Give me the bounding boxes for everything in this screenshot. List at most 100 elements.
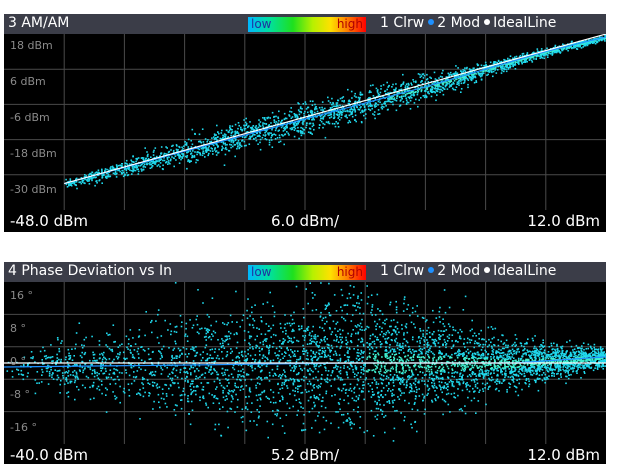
scatter-point <box>232 145 234 148</box>
scatter-point <box>440 388 442 391</box>
scatter-point <box>522 365 524 367</box>
scatter-point <box>106 168 108 171</box>
legend-trace2[interactable]: 2 Mod <box>437 263 481 279</box>
scatter-point <box>268 398 270 400</box>
scatter-point <box>554 45 556 48</box>
scatter-point <box>291 367 294 369</box>
scatter-point <box>190 365 192 367</box>
scatter-point <box>140 368 142 371</box>
scatter-point <box>440 356 442 358</box>
legend-trace2[interactable]: 2 Mod <box>437 15 481 31</box>
scatter-point <box>261 348 263 350</box>
scatter-point <box>426 339 428 341</box>
scatter-point <box>311 389 313 392</box>
scatter-point <box>466 66 468 69</box>
scatter-point <box>357 297 359 299</box>
scatter-point <box>415 350 418 353</box>
scatter-point <box>240 126 242 129</box>
scatter-point <box>563 369 565 372</box>
scatter-point <box>268 139 271 141</box>
scatter-point <box>222 322 224 324</box>
scatter-point <box>164 153 166 155</box>
scatter-point <box>445 344 447 346</box>
scatter-point <box>299 107 302 110</box>
scatter-point <box>512 376 514 378</box>
am-am-panel: 3 AM/AM low high 1 Clrw 2 Mod IdealLine 18… <box>4 14 606 232</box>
scatter-point <box>87 178 89 180</box>
scatter-point <box>573 367 576 369</box>
scatter-point <box>205 146 207 148</box>
scatter-point <box>438 310 441 313</box>
scatter-point <box>220 138 223 140</box>
scatter-point <box>83 344 85 347</box>
scatter-point <box>402 73 404 76</box>
scatter-point <box>348 99 351 102</box>
scatter-point <box>92 384 95 387</box>
scatter-point <box>351 365 353 368</box>
scatter-point <box>77 378 79 380</box>
scatter-point <box>173 409 176 411</box>
scatter-point <box>524 382 526 384</box>
scatter-point <box>250 378 253 381</box>
scatter-point <box>484 61 487 64</box>
scatter-point <box>68 182 71 184</box>
scatter-point <box>370 346 373 348</box>
scatter-point <box>51 374 53 376</box>
scatter-point <box>480 78 483 81</box>
scatter-point <box>102 172 105 175</box>
scatter-point <box>224 153 227 156</box>
scatter-point <box>205 404 208 406</box>
scatter-point <box>386 100 389 103</box>
scatter-point <box>433 384 436 387</box>
scatter-point <box>348 102 350 105</box>
scatter-point <box>477 400 480 402</box>
scatter-point <box>367 108 370 110</box>
scatter-point <box>248 143 251 145</box>
scatter-point <box>145 157 147 160</box>
legend-trace1[interactable]: 1 Clrw <box>380 15 425 31</box>
scatter-point <box>460 88 463 90</box>
scatter-point <box>471 74 473 76</box>
scatter-point <box>212 144 215 147</box>
scatter-point <box>592 350 594 352</box>
scatter-point <box>381 108 384 110</box>
scatter-point <box>313 394 315 397</box>
phase-plot-area[interactable]: 16 ° 8 ° 0 ° -8 ° -16 ° <box>4 282 606 444</box>
scatter-point <box>224 399 227 401</box>
scatter-point <box>406 341 409 344</box>
scatter-point <box>218 423 220 426</box>
scatter-point <box>367 326 370 329</box>
scatter-point <box>343 399 345 401</box>
scatter-point <box>71 182 73 185</box>
scatter-point <box>319 316 322 318</box>
scatter-point <box>292 355 295 357</box>
scatter-point <box>509 62 512 65</box>
scatter-point <box>187 381 189 383</box>
scatter-point <box>160 146 163 148</box>
scatter-point <box>414 378 416 380</box>
scatter-point <box>148 395 150 397</box>
scatter-point <box>286 131 288 133</box>
scatter-point <box>453 376 456 378</box>
legend-trace1[interactable]: 1 Clrw <box>380 263 425 279</box>
scatter-point <box>327 96 329 99</box>
legend-ideal[interactable]: IdealLine <box>493 263 557 279</box>
scatter-point <box>478 73 480 76</box>
scatter-point <box>527 368 529 371</box>
scatter-point <box>422 356 424 358</box>
scatter-point <box>249 343 251 346</box>
legend-ideal[interactable]: IdealLine <box>493 15 557 31</box>
scatter-point <box>89 386 91 389</box>
scatter-point <box>321 101 324 103</box>
scatter-point <box>182 153 184 156</box>
scatter-point <box>325 307 327 309</box>
scatter-point <box>422 77 425 79</box>
scatter-point <box>251 365 253 367</box>
scatter-point <box>214 360 217 363</box>
scatter-point <box>312 356 315 358</box>
scatter-point <box>272 342 275 345</box>
scatter-point <box>262 122 264 124</box>
am-am-plot-area[interactable]: 18 dBm 6 dBm -6 dBm -18 dBm -30 dBm <box>4 34 606 210</box>
scatter-point <box>307 363 310 366</box>
scatter-point <box>424 86 426 89</box>
